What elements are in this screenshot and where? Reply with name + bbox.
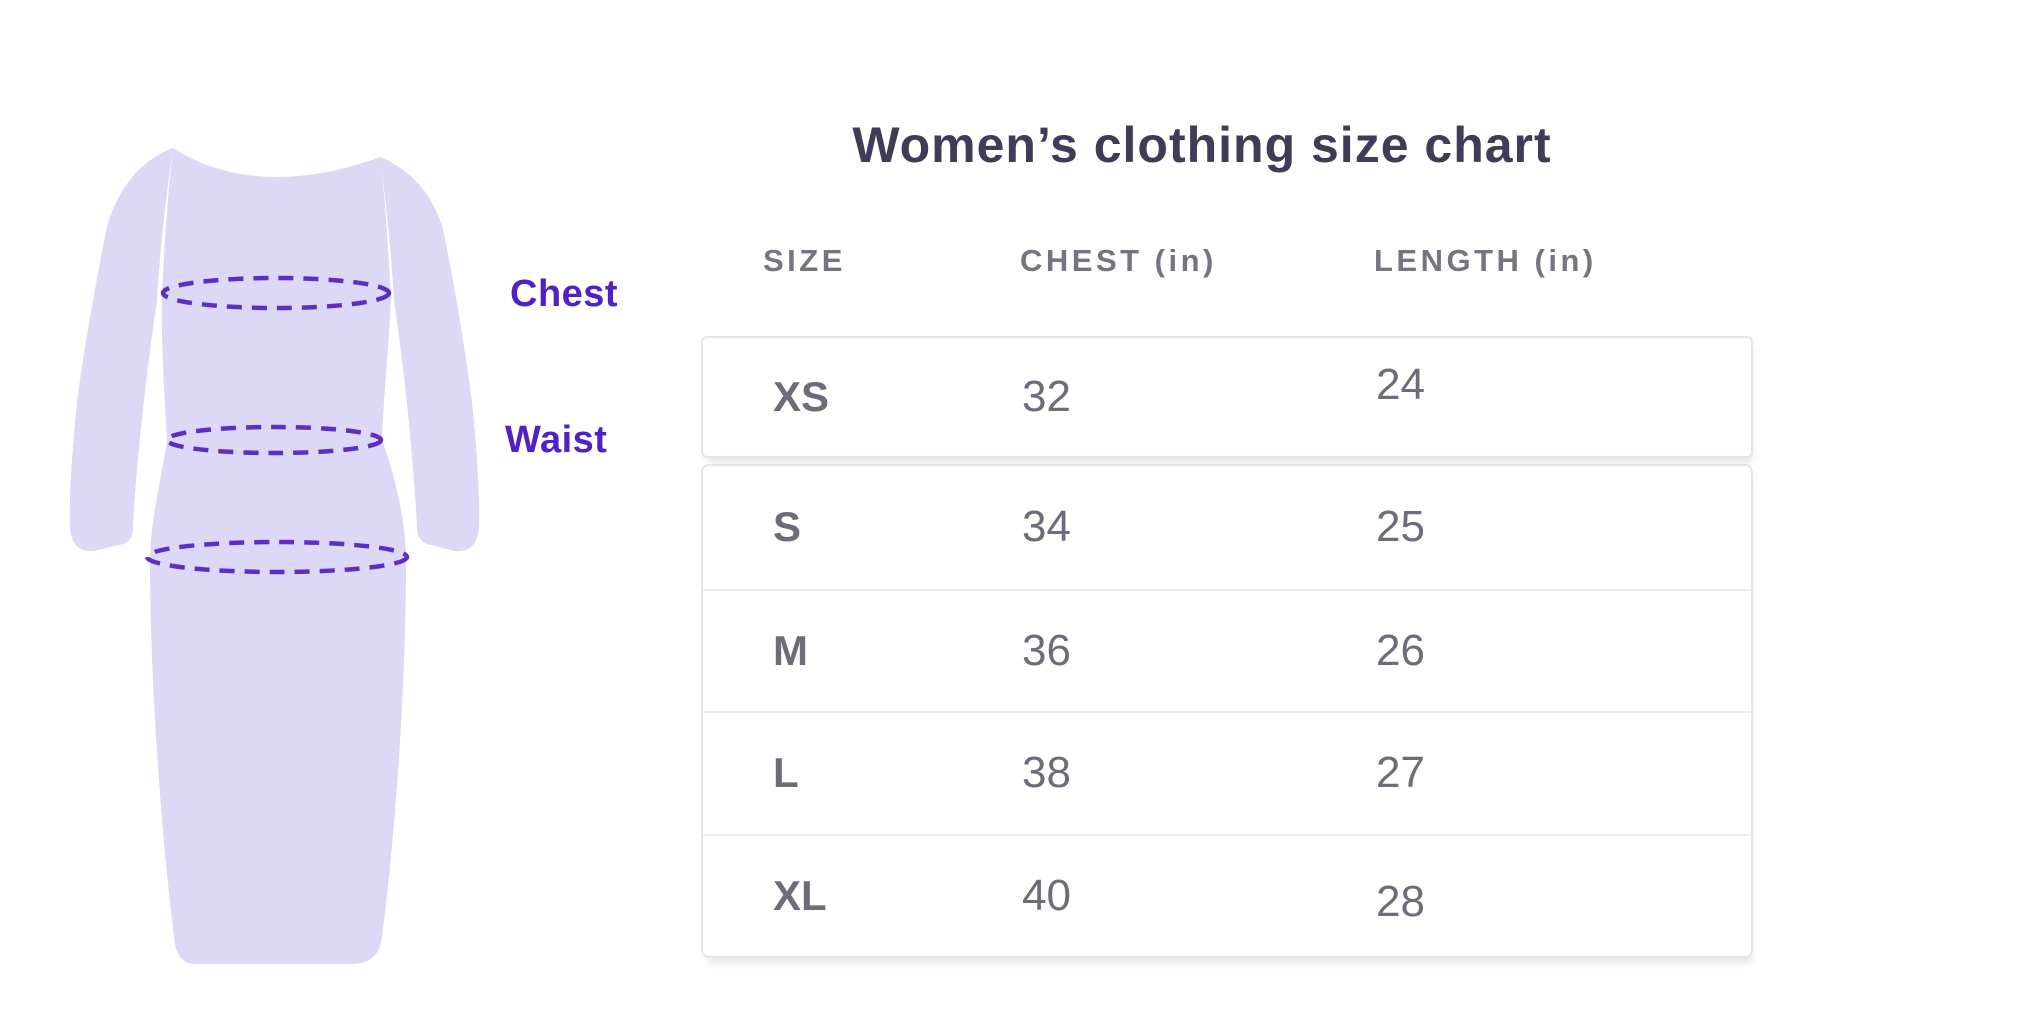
waist-measure-ellipse: [164, 424, 384, 456]
size-cell: XL: [773, 871, 827, 919]
length-cell: 26: [1376, 625, 1425, 675]
table-row: M 36 26: [703, 588, 1751, 712]
hip-measure-ellipse: [144, 539, 410, 575]
dress-body-shape: [150, 148, 406, 964]
table-row: XL 40 28: [703, 833, 1751, 957]
size-cell: S: [773, 503, 802, 551]
chest-cell: 36: [1022, 625, 1071, 675]
dress-illustration: [69, 148, 480, 964]
table-header-row: SIZE CHEST (in) LENGTH (in): [701, 238, 1753, 284]
chest-label: Chest: [510, 273, 619, 315]
length-cell: 25: [1376, 502, 1425, 552]
waist-label: Waist: [505, 419, 608, 461]
table-row: L 38 27: [703, 711, 1751, 834]
page-title: Women’s clothing size chart: [852, 117, 1552, 173]
table-body-card: S 34 25 M 36 26 L 38 27 XL 40 28: [701, 464, 1753, 958]
size-cell: XS: [773, 373, 830, 420]
chest-cell: 32: [1022, 372, 1071, 421]
dress-left-sleeve-shape: [69, 148, 173, 552]
size-cell: M: [773, 626, 808, 674]
table-row: S 34 25: [703, 466, 1751, 589]
length-cell: 27: [1376, 748, 1425, 798]
col-header-length: LENGTH (in): [1374, 243, 1597, 278]
chest-measure-ellipse: [160, 275, 392, 311]
table-row-card-xs: XS 32 24: [701, 336, 1753, 458]
dress-right-sleeve-shape: [380, 157, 480, 552]
length-cell: 24: [1376, 360, 1425, 409]
size-cell: L: [773, 749, 799, 797]
chest-cell: 40: [1022, 870, 1071, 920]
chest-cell: 34: [1022, 502, 1071, 552]
col-header-chest: CHEST (in): [1020, 243, 1217, 278]
length-cell: 28: [1376, 876, 1425, 926]
chest-cell: 38: [1022, 748, 1071, 798]
table-row: XS 32 24: [703, 338, 1751, 456]
col-header-size: SIZE: [763, 243, 846, 278]
